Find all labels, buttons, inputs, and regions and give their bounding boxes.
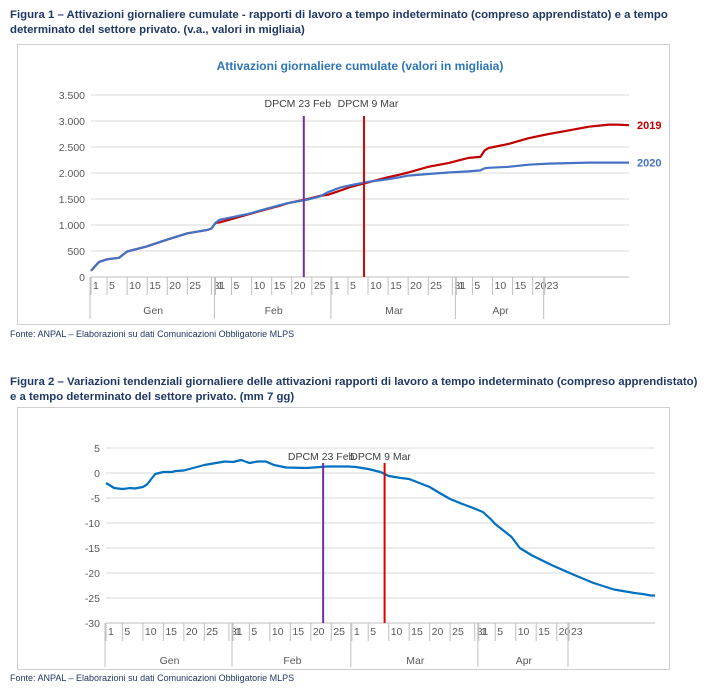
y-tick-label: 0 (79, 272, 85, 284)
series-label: 2020 (637, 158, 661, 170)
x-tick-label: 5 (251, 626, 257, 638)
y-tick-label: -25 (85, 593, 100, 605)
x-tick-label: 20 (432, 626, 444, 638)
y-tick-label: 5 (94, 443, 100, 455)
y-tick-label: -10 (85, 518, 100, 530)
y-tick-label: 500 (67, 246, 85, 258)
y-tick-label: 3.500 (59, 90, 85, 102)
x-tick-label: 20 (559, 626, 571, 638)
x-tick-label: 5 (350, 280, 356, 292)
x-tick-label: 10 (391, 626, 403, 638)
event-label: DPCM 9 Mar (338, 98, 399, 110)
x-tick-label: 15 (274, 280, 286, 292)
month-label: Mar (406, 655, 425, 667)
x-tick-label: 10 (370, 280, 382, 292)
x-tick-label: 5 (474, 280, 480, 292)
x-tick-label: 10 (518, 626, 530, 638)
x-tick-label: 20 (313, 626, 325, 638)
figure1-caption: Figura 1 – Attivazioni giornaliere cumul… (10, 9, 668, 36)
x-tick-label: 1 (108, 626, 114, 638)
x-tick-label: 1 (334, 280, 340, 292)
x-tick-label: 15 (390, 280, 402, 292)
chart2-frame (17, 407, 670, 670)
x-tick-label: 31 (213, 280, 225, 292)
x-tick-label: 25 (314, 280, 326, 292)
x-tick-label: 5 (497, 626, 503, 638)
month-label: Feb (265, 305, 283, 317)
x-tick-label: 1 (354, 626, 360, 638)
x-tick-label: 1 (93, 280, 99, 292)
month-label: Mar (385, 305, 404, 317)
x-tick-label: 10 (272, 626, 284, 638)
month-label: Gen (160, 655, 180, 667)
y-tick-label: -15 (85, 543, 100, 555)
month-label: Gen (143, 305, 163, 317)
x-tick-label: 15 (292, 626, 304, 638)
x-tick-label: 15 (411, 626, 423, 638)
x-tick-label: 5 (109, 280, 115, 292)
x-tick-label: 31 (231, 626, 243, 638)
x-tick-label: 25 (333, 626, 345, 638)
y-tick-label: 2.000 (59, 168, 85, 180)
x-tick-label: 10 (494, 280, 506, 292)
x-tick-label: 31 (477, 626, 489, 638)
x-tick-label: 25 (452, 626, 464, 638)
x-tick-label: 1 (235, 626, 241, 638)
y-tick-label: 1.500 (59, 194, 85, 206)
x-tick-label: 25 (189, 280, 201, 292)
y-tick-label: -20 (85, 568, 100, 580)
event-label: DPCM 23 Feb (288, 451, 355, 463)
figure1-source: Fonte: ANPAL – Elaborazioni su dati Comu… (10, 329, 295, 339)
event-label: DPCM 9 Mar (350, 451, 411, 463)
x-tick-label: 15 (515, 280, 527, 292)
x-tick-label: 25 (206, 626, 218, 638)
y-tick-label: -30 (85, 618, 100, 630)
event-label: DPCM 23 Feb (265, 98, 332, 110)
x-tick-label: 31 (454, 280, 466, 292)
x-tick-label: 10 (129, 280, 141, 292)
x-tick-label: 20 (535, 280, 547, 292)
month-label: Apr (492, 305, 509, 317)
x-tick-label: 25 (430, 280, 442, 292)
figure2-caption: Figura 2 – Variazioni tendenziali giorna… (10, 376, 698, 403)
y-tick-label: 3.000 (59, 116, 85, 128)
x-tick-label: 5 (124, 626, 130, 638)
x-tick-label: 23 (547, 280, 559, 292)
x-tick-label: 5 (370, 626, 376, 638)
figure2-source: Fonte: ANPAL – Elaborazioni su dati Comu… (10, 673, 295, 683)
x-tick-label: 20 (186, 626, 198, 638)
x-tick-label: 1 (458, 280, 464, 292)
x-tick-label: 10 (254, 280, 266, 292)
y-tick-label: -5 (91, 493, 100, 505)
y-tick-label: 2.500 (59, 142, 85, 154)
y-tick-label: 0 (94, 468, 100, 480)
series-label: 2019 (637, 120, 661, 132)
x-tick-label: 1 (481, 626, 487, 638)
x-tick-label: 5 (234, 280, 240, 292)
series-line (105, 458, 655, 597)
x-tick-label: 1 (217, 280, 223, 292)
x-tick-label: 23 (571, 626, 583, 638)
chart1-frame (17, 44, 670, 325)
series-line (90, 161, 629, 272)
month-label: Apr (516, 655, 533, 667)
x-tick-label: 15 (149, 280, 161, 292)
x-tick-label: 15 (538, 626, 550, 638)
x-tick-label: 10 (145, 626, 157, 638)
x-tick-label: 20 (294, 280, 306, 292)
month-label: Feb (283, 655, 301, 667)
y-tick-label: 1.000 (59, 220, 85, 232)
x-tick-label: 20 (169, 280, 181, 292)
x-tick-label: 20 (410, 280, 422, 292)
chart-title: Attivazioni giornaliere cumulate (valori… (217, 59, 504, 73)
x-tick-label: 15 (165, 626, 177, 638)
